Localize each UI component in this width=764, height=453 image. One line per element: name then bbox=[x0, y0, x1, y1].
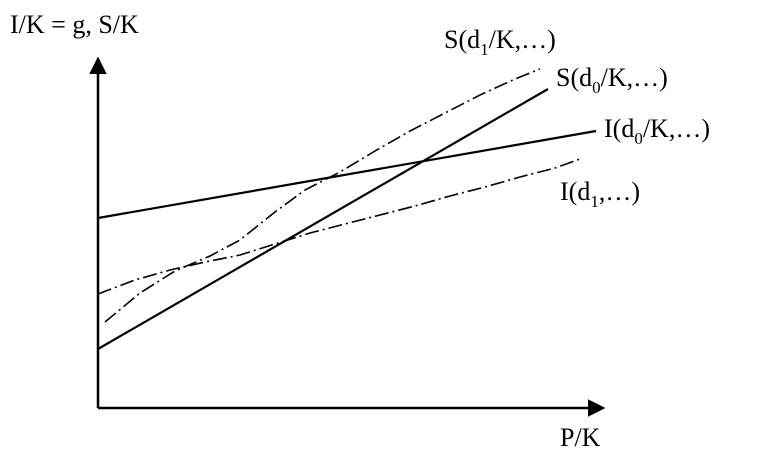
label-I-d1: I(d1,…) bbox=[560, 177, 640, 211]
y-axis-label: I/K = g, S/K bbox=[10, 10, 139, 39]
label-I-d0: I(d0/K,…) bbox=[604, 114, 710, 148]
curve-I-d0 bbox=[97, 129, 597, 220]
curve-I-d1 bbox=[97, 158, 581, 295]
x-axis-label: P/K bbox=[560, 423, 601, 452]
label-S-d1: S(d1/K,…) bbox=[444, 25, 556, 59]
curve-S-d0 bbox=[97, 88, 549, 350]
label-S-d0: S(d0/K,…) bbox=[556, 63, 668, 97]
curve-S-d1 bbox=[104, 68, 541, 323]
